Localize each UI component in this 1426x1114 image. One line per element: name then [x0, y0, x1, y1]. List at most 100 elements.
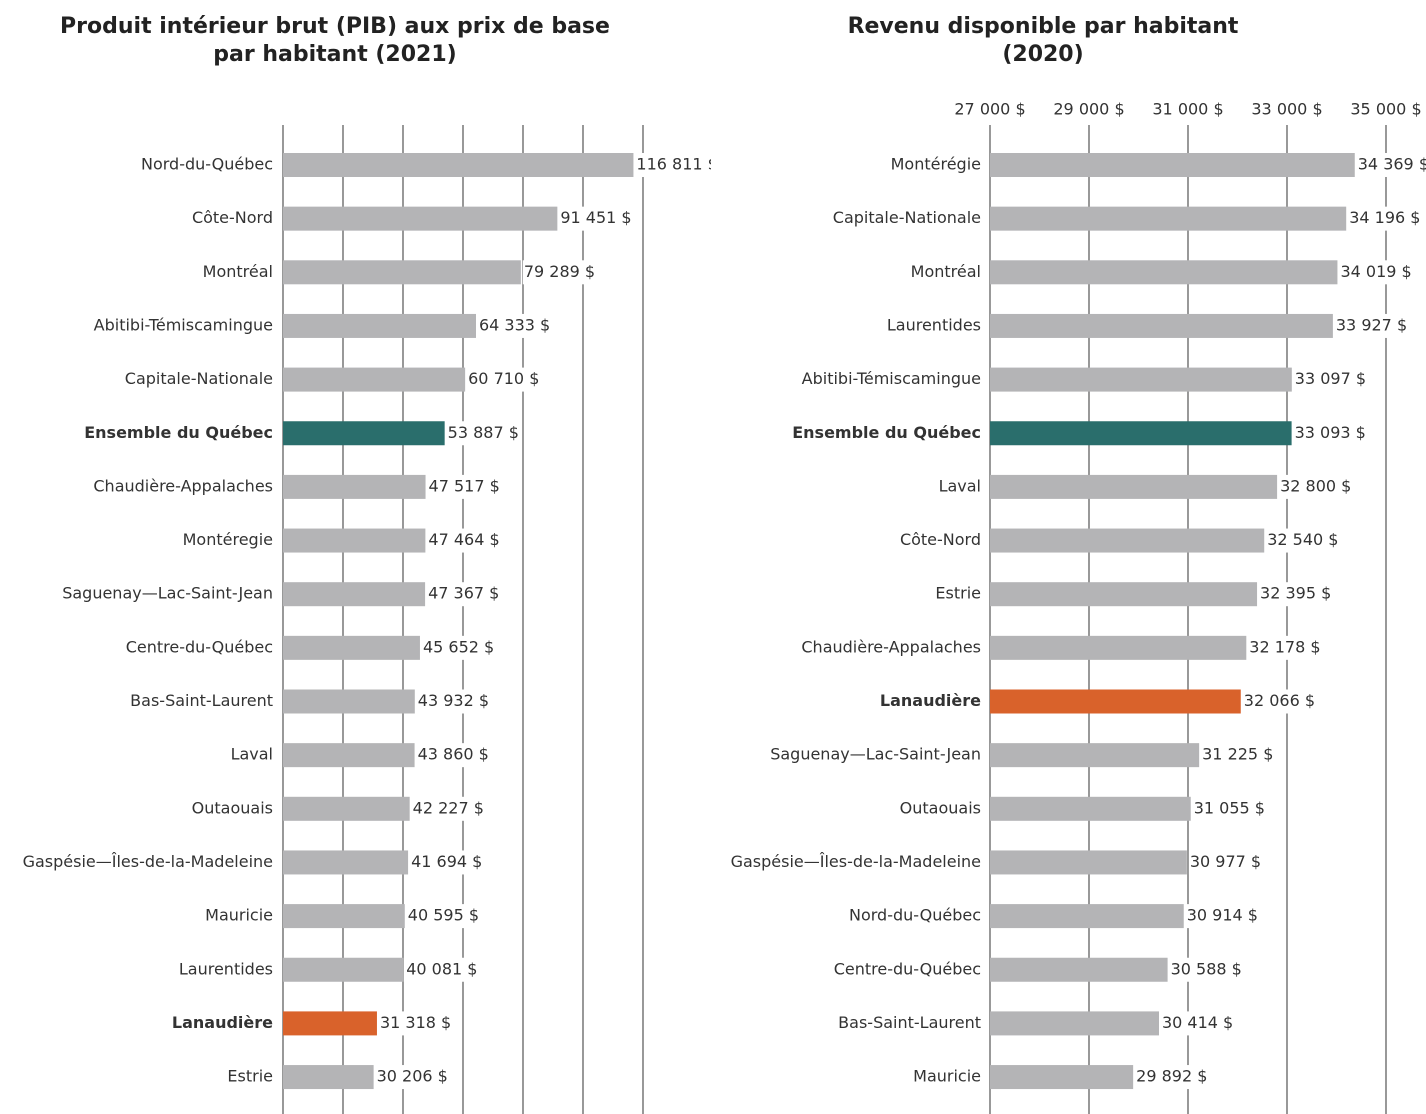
- bar: [283, 474, 426, 499]
- category-label: Mauricie: [913, 1067, 981, 1086]
- bar: [283, 367, 466, 392]
- value-label-bg: [375, 1065, 449, 1090]
- value-label-bg: [1169, 957, 1243, 982]
- value-label: 30 206 $: [377, 1067, 448, 1086]
- value-label: 64 333 $: [479, 315, 550, 334]
- value-label: 32 066 $: [1244, 691, 1315, 710]
- category-label: Laval: [231, 745, 273, 764]
- category-label: Ensemble du Québec: [792, 423, 981, 442]
- value-label: 32 395 $: [1260, 584, 1331, 603]
- label-bg: [3, 904, 273, 929]
- value-label: 31 055 $: [1194, 798, 1265, 817]
- category-label: Nord-du-Québec: [141, 155, 273, 174]
- category-label: Gaspésie—Îles-de-la-Madeleine: [731, 852, 981, 871]
- category-label: Laurentides: [887, 315, 981, 334]
- label-bg: [3, 367, 273, 392]
- category-label: Saguenay—Lac-Saint-Jean: [62, 584, 273, 603]
- bar: [990, 796, 1191, 821]
- label-bg: [3, 421, 273, 446]
- value-label-bg: [1339, 260, 1413, 285]
- label-bg: [711, 528, 981, 553]
- x-tick-label: 33 000 $: [1251, 100, 1322, 119]
- value-label-bg: [559, 206, 633, 231]
- x-tick-label: 35 000 $: [1350, 100, 1421, 119]
- chart-title: par habitant (2021): [213, 42, 456, 67]
- label-bg: [711, 635, 981, 660]
- label-bg: [3, 153, 273, 177]
- bar: [990, 206, 1347, 231]
- value-label-bg: [1348, 206, 1422, 231]
- value-label: 45 652 $: [423, 637, 494, 656]
- value-label: 79 289 $: [524, 262, 595, 281]
- bar: [990, 582, 1258, 607]
- value-label-bg: [427, 528, 501, 553]
- label-bg: [711, 153, 981, 177]
- bar: [990, 850, 1187, 875]
- value-label: 34 369 $: [1358, 155, 1426, 174]
- label-bg: [3, 206, 273, 231]
- value-label-bg: [427, 474, 501, 499]
- label-bg: [711, 313, 981, 338]
- label-bg: [3, 957, 273, 982]
- value-label-bg: [477, 313, 552, 338]
- value-label: 47 367 $: [428, 584, 499, 603]
- value-label-bg: [416, 689, 491, 714]
- value-label-bg: [1248, 635, 1322, 660]
- bar: [990, 367, 1292, 392]
- category-label: Montéregie: [183, 530, 273, 549]
- value-label: 43 932 $: [418, 691, 489, 710]
- bar: [283, 957, 404, 982]
- label-bg: [711, 582, 981, 607]
- value-label-bg: [421, 635, 496, 660]
- bar: [990, 957, 1168, 982]
- category-label: Côte-Nord: [192, 208, 273, 227]
- label-bg: [711, 904, 981, 929]
- value-label-bg: [1279, 474, 1353, 499]
- category-label: Estrie: [227, 1067, 273, 1086]
- bar: [283, 1065, 374, 1090]
- value-label-bg: [1266, 528, 1340, 553]
- category-label: Laurentides: [179, 959, 273, 978]
- bar: [283, 582, 426, 607]
- value-label: 40 595 $: [408, 906, 479, 925]
- value-label: 43 860 $: [418, 745, 489, 764]
- label-bg: [711, 421, 981, 446]
- bar: [283, 260, 521, 285]
- value-label: 30 414 $: [1162, 1013, 1233, 1032]
- value-label-bg: [405, 957, 479, 982]
- bar: [990, 474, 1278, 499]
- value-label: 32 800 $: [1280, 476, 1351, 495]
- category-label: Montréal: [911, 262, 981, 281]
- value-label: 116 811 $: [636, 155, 717, 174]
- chart-title: Revenu disponible par habitant: [848, 14, 1239, 39]
- label-bg: [711, 796, 981, 821]
- label-bg: [3, 474, 273, 499]
- value-label: 41 694 $: [411, 852, 482, 871]
- category-label: Bas-Saint-Laurent: [130, 691, 273, 710]
- bar: [990, 528, 1265, 553]
- bar: [283, 313, 476, 338]
- value-label: 60 710 $: [468, 369, 539, 388]
- label-bg: [3, 689, 273, 714]
- value-label-bg: [1259, 582, 1333, 607]
- category-label: Montérégie: [891, 155, 981, 174]
- value-label-bg: [427, 582, 501, 607]
- category-label: Estrie: [935, 584, 981, 603]
- bar: [283, 850, 409, 875]
- label-bg: [711, 1011, 981, 1036]
- value-label: 34 196 $: [1349, 208, 1420, 227]
- category-label: Capitale-Nationale: [833, 208, 981, 227]
- label-bg: [711, 743, 981, 768]
- chart-title: Produit intérieur brut (PIB) aux prix de…: [60, 14, 610, 39]
- bar: [283, 743, 415, 768]
- bar: [283, 421, 445, 446]
- label-bg: [3, 313, 273, 338]
- value-label: 33 927 $: [1336, 315, 1407, 334]
- value-label-bg: [1185, 904, 1259, 929]
- value-label: 30 588 $: [1171, 959, 1242, 978]
- category-label: Saguenay—Lac-Saint-Jean: [770, 745, 981, 764]
- label-bg: [711, 957, 981, 982]
- category-label: Côte-Nord: [900, 530, 981, 549]
- value-label-bg: [1293, 367, 1368, 392]
- bar: [283, 689, 415, 714]
